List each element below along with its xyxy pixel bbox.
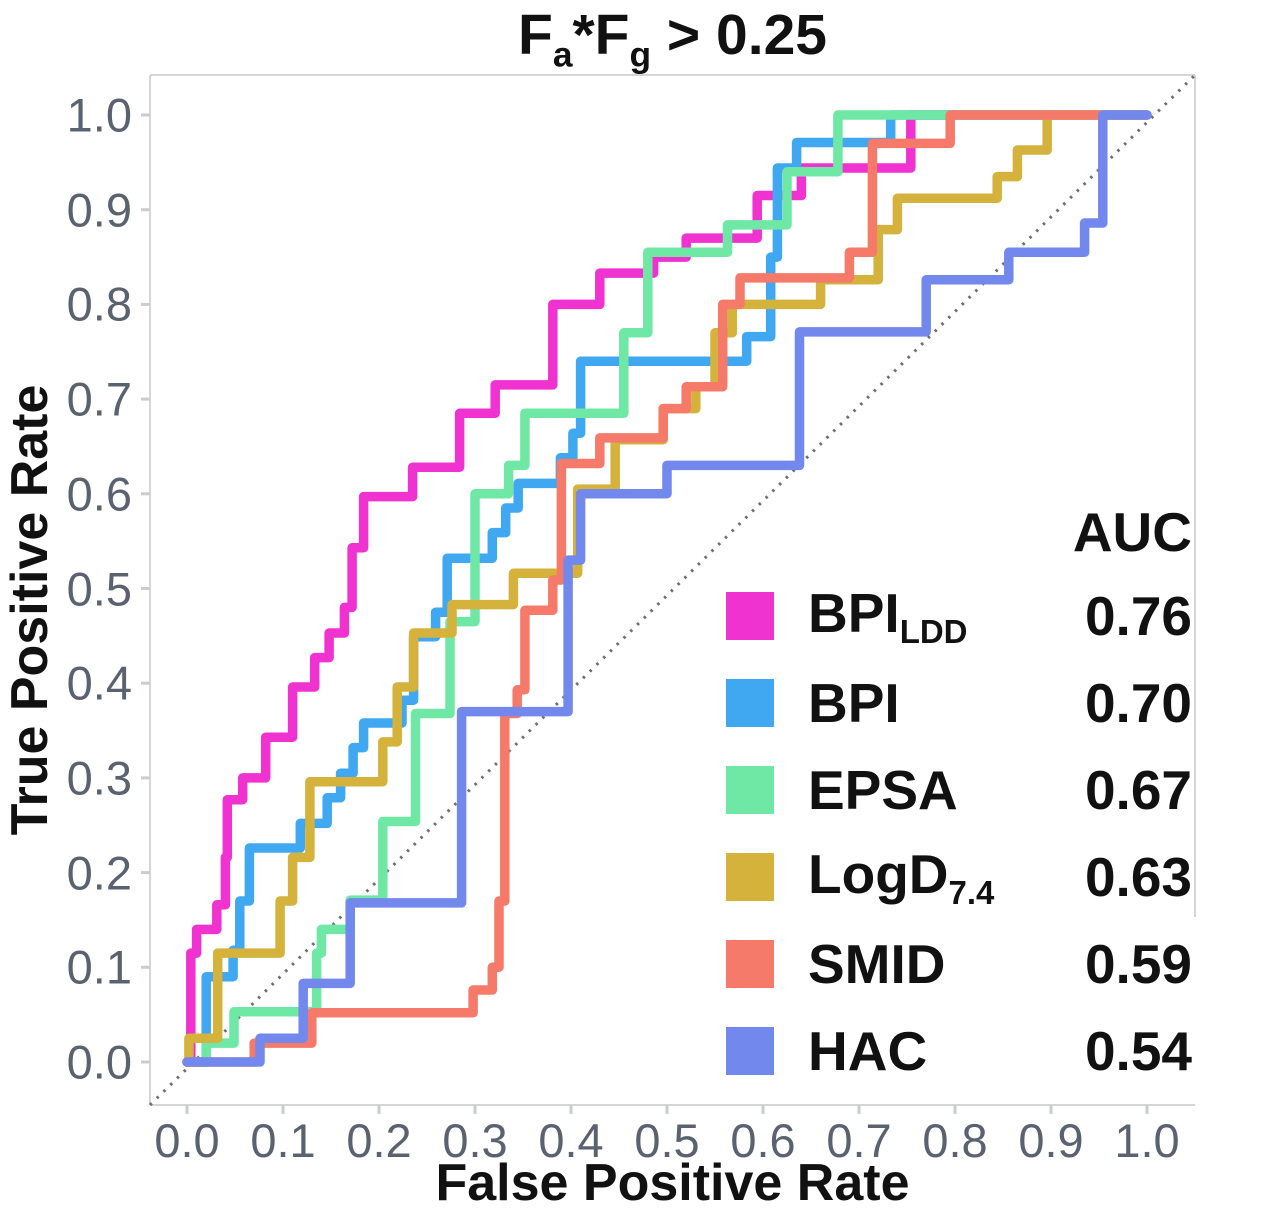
legend-label: EPSA: [808, 758, 958, 821]
x-tick-label: 0.3: [442, 1114, 508, 1167]
title-sub-a: a: [552, 35, 573, 75]
legend-row-epsa: EPSA 0.67: [700, 746, 1192, 833]
roc-curve-BPI: [182, 110, 1152, 1067]
legend-color-swatch: [726, 765, 774, 814]
legend-auc-value: 0.63: [1084, 845, 1192, 908]
title-sub-g: g: [629, 35, 652, 75]
legend-color-swatch: [726, 939, 774, 988]
legend-color-swatch: [726, 852, 774, 901]
roc-curve-SMID: [182, 110, 1152, 1067]
chart-title: Fa*Fg > 0.25: [150, 2, 1195, 75]
legend-row-smid: SMID 0.59: [700, 920, 1192, 1007]
y-tick-label: 0.9: [66, 183, 132, 237]
title-tail: > 0.25: [651, 3, 827, 67]
title-mid: *F: [572, 3, 630, 67]
roc-curve-HAC: [182, 110, 1152, 1067]
legend-row-bpi-ldd: BPILDD 0.76: [700, 572, 1192, 659]
legend-color-swatch: [726, 678, 774, 727]
y-tick-label: 0.1: [66, 940, 132, 994]
x-tick-label: 0.8: [922, 1114, 988, 1167]
x-tick-label: 0.6: [730, 1114, 796, 1167]
legend: BPILDD 0.76 BPI 0.70 EPSA 0.67 LogD7.4 0.63 SMID…: [700, 572, 1192, 1094]
y-tick-label: 0.0: [66, 1035, 132, 1089]
legend-label-subscript: 7.4: [948, 873, 995, 911]
y-tick-label: 0.8: [66, 277, 132, 331]
legend-auc-value: 0.67: [1084, 758, 1192, 821]
x-tick-label: 0.0: [154, 1114, 220, 1167]
legend-row-bpi: BPI 0.70: [700, 659, 1192, 746]
y-tick-label: 1.0: [66, 88, 132, 142]
x-tick-label: 1.0: [1114, 1114, 1180, 1167]
legend-auc-value: 0.54: [1084, 1019, 1192, 1082]
x-tick-label: 0.4: [538, 1114, 604, 1167]
legend-row-logd-7.4: LogD7.4 0.63: [700, 833, 1192, 920]
legend-color-swatch: [726, 1026, 774, 1075]
legend-label: HAC: [808, 1019, 928, 1082]
legend-label: BPI: [808, 671, 900, 734]
x-tick-label: 0.2: [346, 1114, 412, 1167]
x-tick-label: 0.5: [634, 1114, 700, 1167]
x-tick-label: 0.7: [826, 1114, 892, 1167]
y-tick-label: 0.6: [66, 467, 132, 521]
x-tick-label: 0.9: [1018, 1114, 1084, 1167]
legend-label: SMID: [808, 932, 946, 995]
legend-auc-header: AUC: [1072, 501, 1192, 563]
y-tick-label: 0.5: [66, 562, 132, 615]
legend-label: LogD7.4: [808, 842, 995, 911]
y-tick-label: 0.4: [66, 656, 132, 710]
legend-row-hac: HAC 0.54: [700, 1007, 1192, 1094]
x-tick-label: 0.1: [250, 1114, 316, 1167]
legend-auc-value: 0.59: [1084, 932, 1192, 995]
title-f1: F: [518, 3, 553, 67]
x-axis-label: False Positive Rate: [435, 1154, 910, 1212]
legend-label-subscript: LDD: [899, 612, 968, 650]
legend-auc-value: 0.70: [1084, 671, 1192, 734]
y-tick-label: 0.7: [66, 372, 132, 426]
y-tick-label: 0.3: [66, 751, 132, 805]
diagonal-reference-line: [148, 73, 1197, 1107]
legend-label: BPILDD: [808, 581, 968, 650]
legend-auc-value: 0.76: [1084, 584, 1192, 647]
legend-color-swatch: [726, 591, 774, 640]
y-tick-label: 0.2: [66, 846, 132, 900]
